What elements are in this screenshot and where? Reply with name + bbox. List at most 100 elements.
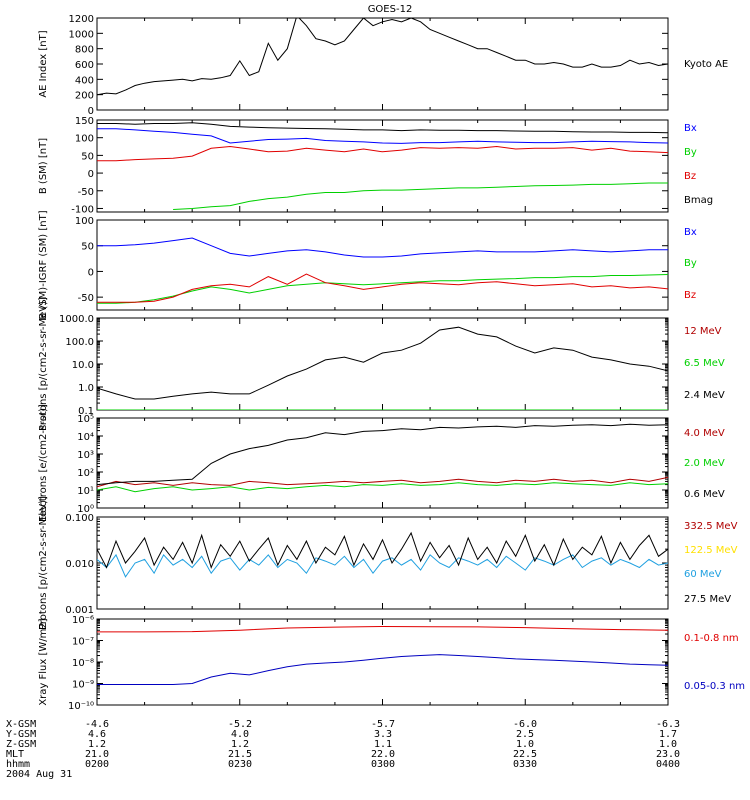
series-line-xray-1	[97, 654, 668, 685]
series-line-electrons-1	[97, 482, 668, 493]
footer-value: 23.0	[656, 749, 680, 760]
panel-protons_high: 0.001 0.010 0.100 Protons [p/(cm2-s-sr-MeV)…	[38, 496, 738, 630]
y-tick-label: 10⁻⁶	[72, 615, 94, 626]
y-tick-label: 10¹	[77, 486, 94, 497]
y-tick-label: 0.010	[65, 559, 94, 570]
series-line-b_sm-1	[173, 182, 668, 210]
y-tick-label: 1.0	[78, 383, 94, 394]
y-tick-label: 1000.0	[59, 314, 94, 325]
footer-value: 1.2	[231, 739, 249, 750]
y-tick-label: 10³	[77, 450, 94, 461]
y-axis-label: Protons [p/(cm2-s-sr-MeV)]	[38, 297, 49, 431]
y-tick-label: 10⁻⁹	[72, 680, 94, 691]
legend-b_sm-3: Bmag	[684, 195, 713, 206]
y-tick-label: 100	[75, 216, 94, 227]
footer-value: 3.3	[374, 729, 392, 740]
y-tick-label: 0.1	[78, 406, 94, 417]
y-tick-label: 1000	[69, 29, 94, 40]
footer-value: 22.5	[513, 749, 537, 760]
legend-protons_high-0: 332.5 MeV	[684, 521, 738, 532]
footer-row-label: MLT	[6, 749, 24, 760]
y-tick-label: 10⁻⁸	[72, 658, 94, 669]
footer-value: 0400	[656, 759, 680, 770]
y-tick-label: 50	[81, 151, 94, 162]
series-line-protons_low-2	[97, 326, 668, 400]
panel-electrons: 10⁰ 10¹ 10² 10³ 10⁴ 10⁵ Electrons [e/(cm2-s-sr…	[38, 404, 725, 522]
legend-protons_low-0: 12 MeV	[684, 326, 722, 337]
footer-value: 1.0	[516, 739, 534, 750]
footer-value: -4.6	[85, 719, 109, 730]
footer-row-label: Z-GSM	[6, 739, 36, 750]
y-tick-label: -50	[78, 187, 94, 198]
legend-ae-0: Kyoto AE	[684, 59, 728, 70]
legend-xray-0: 0.1-0.8 nm	[684, 633, 739, 644]
legend-protons_high-2: 60 MeV	[684, 569, 722, 580]
y-axis-label: AE Index [nT]	[38, 30, 49, 97]
y-tick-label: 10⁵	[77, 414, 94, 425]
panel-frame	[96, 17, 669, 111]
ephemeris-footer: X-GSM -4.6 -5.2 -5.7 -6.0 -6.3 Y-GSM 4.6 4.0 3.3 2…	[6, 719, 680, 780]
legend-protons_high-1: 122.5 MeV	[684, 545, 738, 556]
footer-date: 2004 Aug 31	[6, 769, 72, 780]
legend-electrons-2: 0.6 MeV	[684, 489, 725, 500]
y-tick-label: 0	[88, 169, 94, 180]
legend-b_sm-2: Bz	[684, 171, 696, 182]
y-tick-label: 0	[88, 267, 94, 278]
footer-value: -6.3	[656, 719, 680, 730]
y-tick-label: 10⁻¹⁰	[68, 701, 94, 712]
panel-frame	[96, 417, 669, 509]
y-tick-label: 10.0	[72, 360, 94, 371]
legend-b_sm-0: Bx	[684, 123, 697, 134]
y-tick-label: 600	[75, 60, 94, 71]
y-tick-label: 10⁻⁷	[72, 637, 94, 648]
footer-value: 1.0	[659, 739, 677, 750]
footer-value: 2.5	[516, 729, 534, 740]
y-tick-label: 50	[81, 242, 94, 253]
panel-frame	[96, 516, 669, 610]
series-line-b_sm-2	[97, 145, 668, 162]
footer-value: -6.0	[513, 719, 537, 730]
y-tick-label: 100.0	[65, 337, 94, 348]
panel-frame	[96, 219, 669, 311]
series-line-b_sm-3	[97, 122, 668, 134]
series-line-b_igrf-0	[97, 237, 668, 258]
series-line-electrons-2	[97, 423, 668, 486]
series-line-b_igrf-2	[97, 273, 668, 303]
y-axis-label: Xray Flux [W/m2]	[38, 618, 49, 705]
footer-value: 21.5	[228, 749, 252, 760]
y-axis-label: B (SM)-IGRF (SM) [nT]	[38, 210, 49, 319]
footer-value: 4.6	[88, 729, 106, 740]
y-axis-label: Protons [p/(cm2-s-sr-MeV)]	[38, 496, 49, 630]
series-line-electrons-0	[97, 476, 668, 488]
footer-value: -5.2	[228, 719, 252, 730]
y-tick-label: 1200	[69, 14, 94, 25]
series-line-protons_high-2	[97, 553, 668, 578]
footer-value: -5.7	[371, 719, 395, 730]
y-tick-label: 150	[75, 116, 94, 127]
panel-protons_low: 0.1 1.0 10.0 100.0 1000.0 Protons [p/(cm2-s-s…	[38, 297, 725, 431]
series-line-ae-0	[97, 18, 668, 96]
footer-row-label: Y-GSM	[6, 729, 36, 740]
chart-title: GOES-12	[368, 4, 413, 15]
y-tick-label: 10²	[77, 468, 94, 479]
footer-value: 22.0	[371, 749, 395, 760]
legend-xray-1: 0.05-0.3 nm	[684, 681, 745, 692]
series-line-xray-0	[97, 625, 668, 633]
y-tick-label: 200	[75, 91, 94, 102]
series-line-b_igrf-1	[97, 274, 668, 304]
y-tick-label: 400	[75, 75, 94, 86]
footer-value: 0230	[228, 759, 252, 770]
legend-b_igrf-2: Bz	[684, 290, 696, 301]
y-tick-label: 10⁴	[77, 432, 94, 443]
y-tick-label: 0.100	[65, 513, 94, 524]
footer-value: 1.2	[88, 739, 106, 750]
legend-b_igrf-0: Bx	[684, 227, 697, 238]
footer-value: 0330	[513, 759, 537, 770]
panel-frame	[96, 317, 669, 411]
panel-b_igrf: -50 0 50 100 B (SM)-IGRF (SM) [nT] Bx By Bz	[38, 210, 697, 319]
y-tick-label: 100	[75, 134, 94, 145]
y-axis-label: B (SM) [nT]	[38, 138, 49, 194]
footer-row-label: hhmm	[6, 759, 30, 770]
